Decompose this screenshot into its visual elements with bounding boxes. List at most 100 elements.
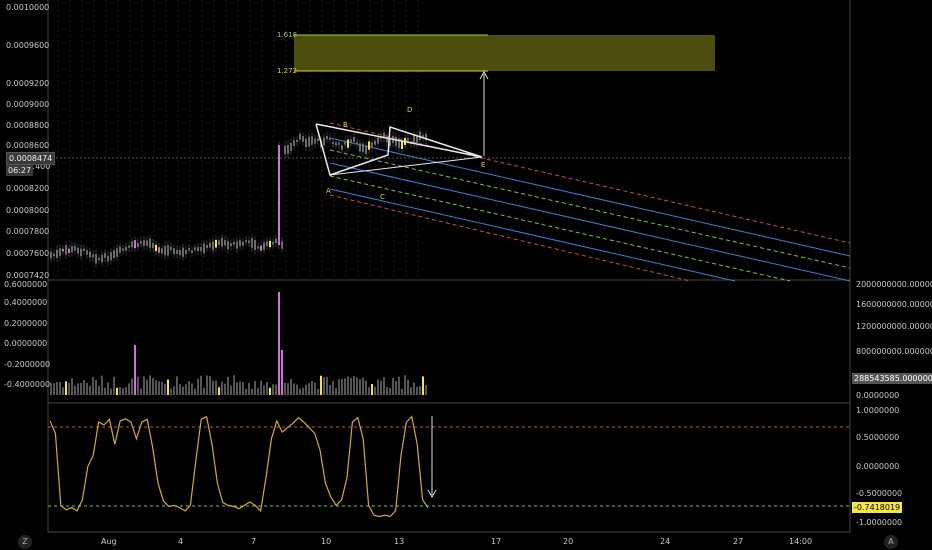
volume-bar	[320, 375, 322, 395]
candle-body	[53, 253, 55, 257]
candle-body	[62, 248, 64, 252]
volume-bar	[263, 385, 265, 395]
candle-body	[176, 250, 178, 254]
volume-bar	[323, 377, 325, 395]
candle-body	[383, 132, 385, 139]
volume-bar	[296, 384, 298, 395]
candle-body	[275, 238, 277, 244]
osc-tick-4: -1.0000000	[856, 518, 902, 527]
volume-bar	[269, 387, 271, 395]
volume-bar	[170, 388, 172, 395]
date-tick-7: 24	[660, 537, 670, 546]
zoom-button[interactable]: Z	[18, 535, 32, 549]
volume-bar	[383, 377, 385, 395]
candle-body	[119, 246, 121, 253]
candle-body	[164, 246, 166, 256]
candle-body	[347, 139, 349, 148]
candle-body	[305, 138, 307, 148]
channel-red-upper	[329, 122, 851, 244]
volume-bar	[140, 388, 142, 395]
date-tick-9: 14:00	[789, 537, 812, 546]
candle-body	[413, 134, 415, 144]
vol-right-tick-4: 0.0000000	[856, 391, 899, 400]
volume-bar	[158, 381, 160, 395]
volume-bar	[257, 388, 259, 395]
candle-body	[125, 246, 127, 251]
price-tick-1: 0.0009600	[6, 41, 49, 50]
candle-body	[83, 248, 85, 251]
volume-bar	[326, 376, 328, 395]
candle-body	[224, 240, 226, 246]
candle-body	[80, 248, 82, 256]
candle-body	[293, 140, 295, 146]
volume-bar	[371, 383, 373, 395]
candle-body	[203, 243, 205, 254]
volume-bar	[341, 379, 343, 395]
price-tick-5: 0.0008600	[6, 141, 49, 150]
date-tick-8: 27	[733, 537, 743, 546]
candle-body	[284, 145, 286, 155]
candle-body	[221, 237, 223, 247]
candle-body	[242, 241, 244, 246]
channel-red-lower	[329, 194, 691, 282]
volume-bar	[98, 385, 100, 395]
volume-bar	[239, 381, 241, 395]
volume-bar	[401, 388, 403, 395]
volume-bar	[353, 376, 355, 395]
candle-body	[317, 138, 319, 142]
date-tick-0: Aug	[101, 537, 117, 546]
candle-body	[407, 137, 409, 141]
volume-bar	[188, 381, 190, 395]
volume-bar	[203, 387, 205, 395]
volume-bar	[230, 385, 232, 395]
candle-body	[344, 141, 346, 145]
volume-bar	[281, 350, 283, 395]
candle-body	[95, 254, 97, 264]
volume-bar	[191, 383, 193, 395]
candle-body	[152, 242, 154, 249]
candle-body	[185, 250, 187, 255]
oscillator-axis: 1.0000000 0.5000000 0.0000000 -0.5000000…	[856, 406, 902, 527]
abcde-pattern: A B C D E	[315, 106, 485, 201]
volume-bar	[65, 381, 67, 395]
price-candles	[50, 127, 427, 268]
fib-upper-label: 1.618	[277, 31, 297, 39]
vol-left-tick-4: -0.2000000	[4, 360, 50, 369]
candle-body	[386, 136, 388, 143]
price-tick-0: 0.0010000	[6, 3, 49, 12]
point-b-label: B	[343, 121, 348, 129]
channel-blue-3	[329, 188, 736, 282]
candle-body	[146, 240, 148, 246]
volume-bar	[368, 387, 370, 395]
volume-bar	[233, 375, 235, 395]
candle-body	[107, 255, 109, 262]
volume-bar	[242, 382, 244, 395]
volume-bar	[68, 382, 70, 395]
candle-body	[92, 254, 94, 258]
candle-body	[251, 238, 253, 248]
date-axis: Aug 4 7 10 13 17 20 24 27 14:00	[101, 537, 812, 546]
bar-countdown-badge: 06:27	[6, 165, 34, 176]
candle-body	[248, 240, 250, 244]
volume-bar	[377, 379, 379, 395]
volume-bar	[149, 375, 151, 395]
volume-bar	[197, 378, 199, 395]
candle-body	[116, 248, 118, 257]
volume-bar	[419, 386, 421, 395]
volume-bar	[179, 384, 181, 395]
volume-bar	[137, 376, 139, 395]
volume-bar	[134, 345, 136, 395]
auto-scale-button[interactable]: A	[884, 535, 898, 549]
volume-bar	[335, 387, 337, 395]
osc-down-arrow-head	[427, 489, 437, 499]
volume-bar	[317, 388, 319, 395]
volume-bar	[308, 383, 310, 395]
volume-bar	[251, 388, 253, 395]
candle-body	[56, 249, 58, 258]
vol-left-tick-0: 0.6000000	[4, 280, 47, 289]
candle-body	[194, 247, 196, 251]
volume-bar	[245, 388, 247, 395]
candle-body	[110, 252, 112, 261]
candle-body	[65, 244, 67, 255]
